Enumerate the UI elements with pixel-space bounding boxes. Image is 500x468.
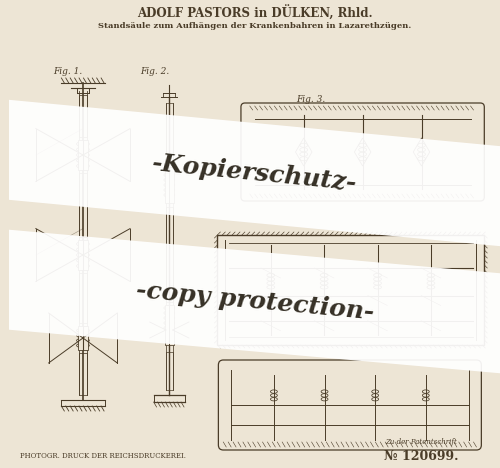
Bar: [78, 240, 88, 270]
Text: -Kopierschutz-: -Kopierschutz-: [151, 151, 358, 195]
Bar: [78, 273, 88, 323]
Bar: [78, 353, 88, 395]
Bar: [218, 235, 484, 345]
Bar: [166, 103, 173, 163]
Bar: [166, 207, 173, 302]
Bar: [78, 95, 88, 137]
Bar: [78, 140, 88, 170]
Text: Fig. 3.: Fig. 3.: [296, 95, 325, 104]
Text: Standsäule zum Aufhängen der Krankenbahren in Lazarethzügen.: Standsäule zum Aufhängen der Krankenbahr…: [98, 22, 412, 30]
Text: Fig. 1.: Fig. 1.: [54, 67, 83, 76]
Bar: [165, 305, 173, 345]
Polygon shape: [0, 98, 500, 248]
Text: Fig. 2.: Fig. 2.: [140, 67, 169, 76]
Text: -copy protection-: -copy protection-: [134, 278, 375, 325]
Bar: [78, 173, 88, 237]
Text: Zu der Patentschrift: Zu der Patentschrift: [386, 438, 458, 446]
Polygon shape: [0, 228, 500, 375]
Bar: [165, 167, 173, 203]
Text: ADOLF PASTORS in DÜLKEN, Rhld.: ADOLF PASTORS in DÜLKEN, Rhld.: [137, 6, 372, 21]
Text: PHOTOGR. DRUCK DER REICHSDRUCKEREI.: PHOTOGR. DRUCK DER REICHSDRUCKEREI.: [20, 452, 186, 460]
Bar: [166, 352, 173, 390]
Text: № 120699.: № 120699.: [384, 449, 459, 462]
Bar: [78, 326, 88, 350]
